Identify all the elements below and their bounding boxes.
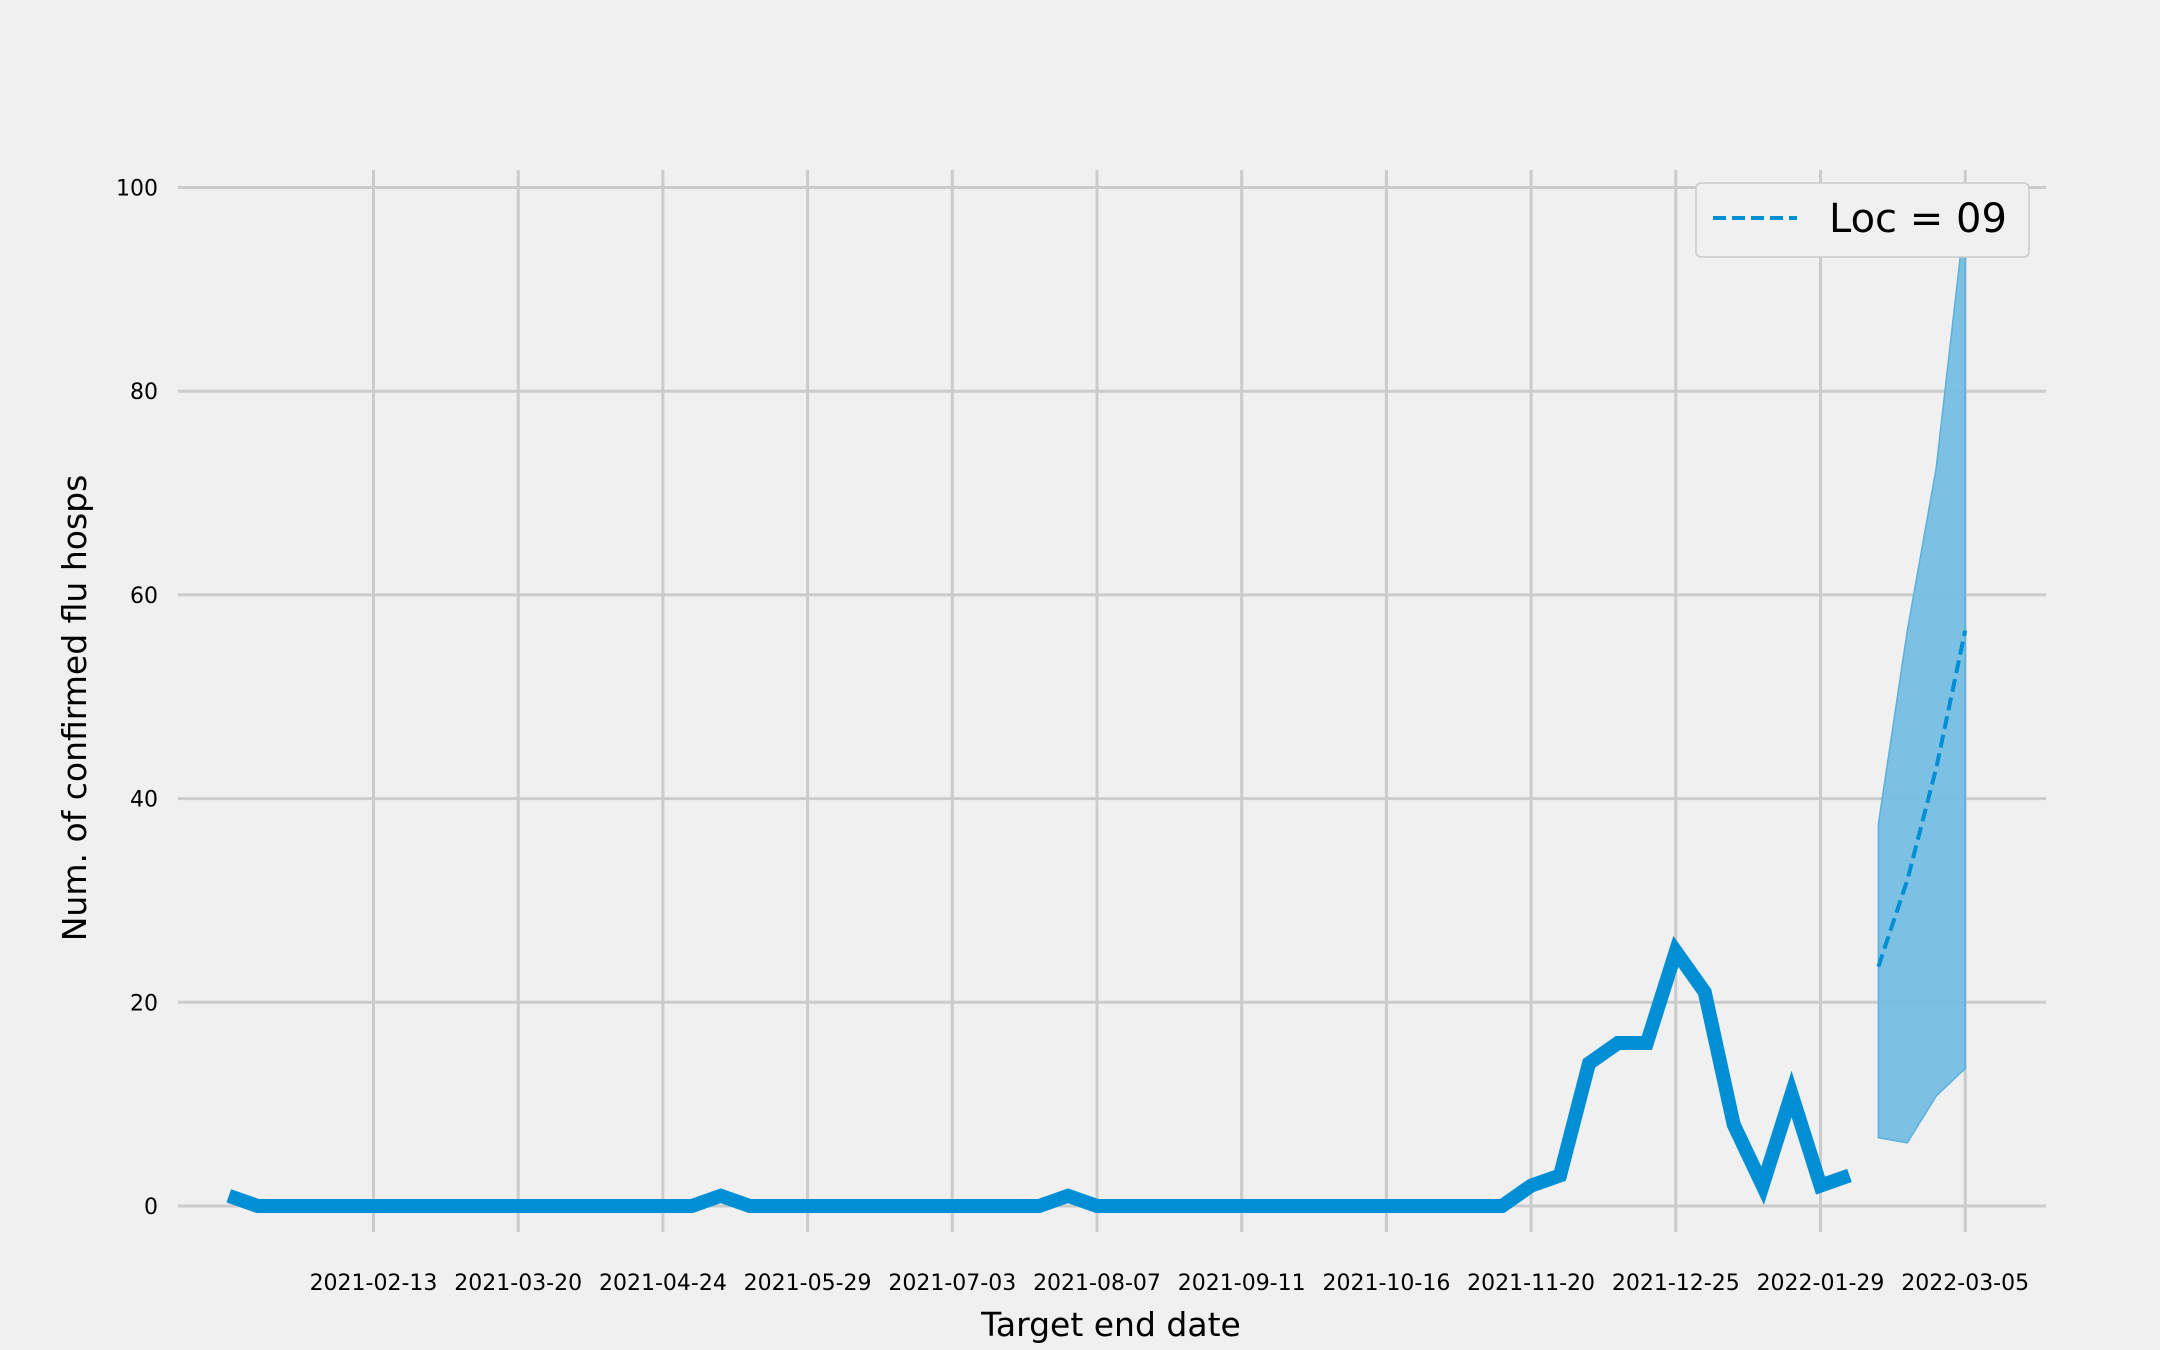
y-tick-label: 40 xyxy=(130,788,158,813)
forecast-band xyxy=(1877,212,1966,1144)
x-tick-label: 2021-12-25 xyxy=(1612,1271,1740,1296)
x-axis-label: Target end date xyxy=(980,1305,1241,1344)
x-tick-label: 2021-11-20 xyxy=(1467,1271,1595,1296)
x-tick-label: 2021-10-16 xyxy=(1322,1271,1450,1296)
legend: Loc = 09 xyxy=(1695,182,2030,258)
x-tick-label: 2021-04-24 xyxy=(599,1271,727,1296)
y-axis-label: Num. of confirmed flu hosps xyxy=(55,475,94,942)
x-tick-label: 2021-08-07 xyxy=(1033,1271,1161,1296)
x-tick-label: 2021-07-03 xyxy=(888,1271,1016,1296)
y-tick-label: 100 xyxy=(116,177,158,202)
y-tick-label: 20 xyxy=(130,991,158,1016)
x-tick-label: 2021-05-29 xyxy=(744,1271,872,1296)
x-tick-label: 2022-01-29 xyxy=(1757,1271,1885,1296)
x-tick-labels: 2021-02-13 2021-03-20 2021-04-24 2021-05-29… xyxy=(310,1271,2030,1296)
legend-box xyxy=(1695,182,2030,258)
x-gridlines xyxy=(372,170,1967,1232)
legend-label: Loc = 09 xyxy=(1829,196,2007,242)
forecast-median-line xyxy=(1876,630,1968,968)
observed-line xyxy=(226,935,1852,1213)
y-tick-label: 60 xyxy=(130,584,158,609)
x-tick-label: 2021-09-11 xyxy=(1178,1271,1306,1296)
series-lines xyxy=(226,630,1968,1213)
x-tick-label: 2022-03-05 xyxy=(1901,1271,2029,1296)
x-tick-label: 2021-02-13 xyxy=(310,1271,438,1296)
y-tick-label: 0 xyxy=(144,1195,158,1220)
y-tick-labels: 0 20 40 60 80 100 xyxy=(116,177,158,1221)
y-tick-label: 80 xyxy=(130,380,158,405)
x-tick-label: 2021-03-20 xyxy=(454,1271,582,1296)
forecast-interval xyxy=(1877,212,1966,1144)
